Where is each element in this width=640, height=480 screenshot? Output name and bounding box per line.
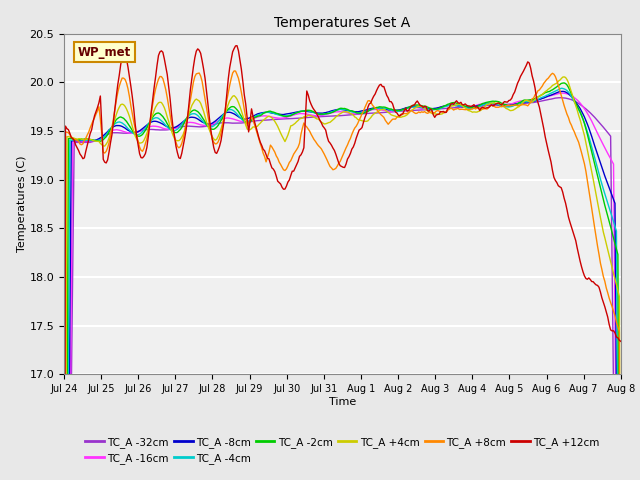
Legend: TC_A -32cm, TC_A -16cm, TC_A -8cm, TC_A -4cm, TC_A -2cm, TC_A +4cm, TC_A +8cm, T: TC_A -32cm, TC_A -16cm, TC_A -8cm, TC_A …	[81, 432, 604, 468]
Text: WP_met: WP_met	[78, 46, 131, 59]
Y-axis label: Temperatures (C): Temperatures (C)	[17, 156, 27, 252]
Title: Temperatures Set A: Temperatures Set A	[275, 16, 410, 30]
X-axis label: Time: Time	[329, 397, 356, 407]
